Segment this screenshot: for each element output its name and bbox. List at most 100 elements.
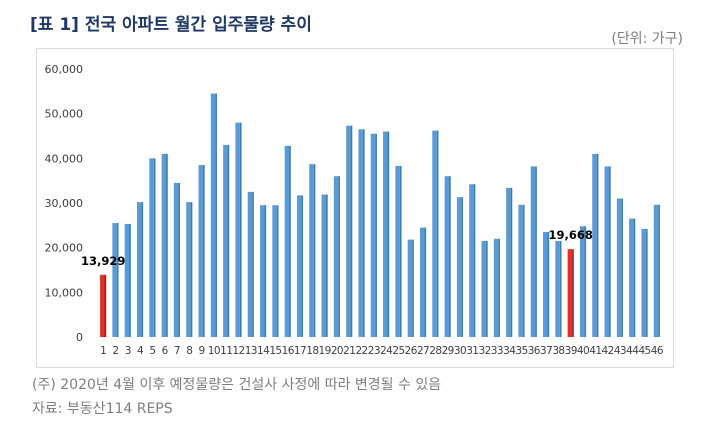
chart-area: 0 10,000 20,000 30,000 40,000 50,000 60,000 1 2 3… — [36, 48, 674, 368]
x-tick-label: 5 — [149, 345, 155, 357]
x-tick-label: 27 — [417, 345, 429, 357]
bar-face — [210, 93, 216, 337]
x-tick-label: 41 — [589, 345, 601, 357]
bar-shade — [633, 218, 636, 337]
chart-note: (주) 2020년 4월 이후 예정물량은 건설사 사정에 따라 변경될 수 있… — [32, 377, 442, 393]
bar — [419, 227, 427, 337]
bar — [432, 130, 439, 337]
bar-shade — [276, 205, 279, 337]
bar-face — [247, 191, 253, 337]
bar-shade — [535, 166, 537, 337]
bar — [247, 191, 254, 337]
bar-shade — [547, 232, 550, 337]
bar-face — [592, 153, 597, 337]
bar — [321, 194, 328, 337]
x-tick-label: 7 — [174, 345, 180, 357]
x-tick-label: 14 — [257, 345, 270, 357]
y-tick-label: 50,000 — [45, 108, 84, 121]
x-tick-label: 25 — [392, 345, 404, 357]
bar-shade — [239, 122, 242, 337]
bar-shade — [596, 153, 599, 337]
bar-shade — [436, 130, 439, 337]
bar-shade — [166, 153, 168, 337]
x-tick-label: 38 — [552, 345, 564, 357]
bar-face — [272, 205, 277, 337]
x-tick-label: 26 — [405, 345, 418, 357]
bar-face — [358, 129, 363, 337]
bar — [272, 205, 279, 337]
bar-shade — [178, 182, 181, 337]
bar — [370, 133, 377, 337]
x-tick-label: 44 — [626, 345, 639, 357]
bar — [161, 153, 168, 337]
bar — [296, 195, 304, 337]
x-tick-label: 30 — [454, 345, 466, 357]
bar-shade — [473, 184, 476, 337]
x-tick-label: 31 — [466, 345, 478, 357]
bar-face — [333, 176, 339, 337]
bar-face — [530, 166, 536, 337]
bar-face — [284, 145, 290, 337]
y-tick-label: 30,000 — [45, 197, 84, 210]
bar — [198, 165, 205, 337]
x-tick-label: 23 — [368, 345, 380, 357]
bar-shade — [510, 187, 513, 337]
bar — [604, 166, 611, 337]
bar-shade — [202, 165, 205, 337]
bar-face — [161, 153, 167, 337]
x-tick-label: 10 — [208, 345, 220, 357]
x-tick-label: 43 — [614, 345, 626, 357]
x-tick-label: 24 — [380, 345, 393, 357]
y-tick-label: 0 — [76, 331, 83, 344]
bar-face — [629, 218, 634, 337]
x-tick-label: 33 — [491, 345, 503, 357]
bar-face — [260, 205, 265, 337]
bar — [579, 226, 587, 337]
bar-face — [518, 204, 523, 337]
bar-shade — [485, 240, 488, 337]
x-tick-label: 39 — [565, 345, 577, 357]
x-tick-label: 29 — [442, 345, 454, 357]
bar — [333, 176, 341, 337]
bar — [383, 131, 390, 337]
bar-face — [506, 187, 511, 337]
bar-face — [136, 202, 142, 337]
bar-shade — [584, 226, 587, 337]
bar-shade — [362, 129, 365, 337]
x-tick-label: 8 — [186, 345, 192, 357]
bar-face — [100, 274, 105, 337]
bar-shade — [572, 249, 574, 337]
bar — [309, 164, 316, 337]
bar-shade — [522, 204, 525, 337]
bar-shade — [104, 274, 107, 337]
bar-face — [112, 223, 117, 337]
bar — [346, 125, 353, 337]
bar-face — [616, 198, 622, 337]
bar-shade — [338, 176, 341, 337]
x-tick-label: 2 — [112, 345, 118, 357]
data-label: 13,929 — [81, 254, 125, 268]
bar-shade — [264, 205, 267, 337]
y-tick-label: 20,000 — [45, 242, 84, 255]
x-tick-label: 22 — [355, 345, 367, 357]
bar — [481, 240, 488, 337]
bar-face — [481, 240, 486, 337]
bar-face — [543, 232, 548, 337]
bar-shade — [313, 164, 316, 337]
bar-face — [419, 227, 425, 337]
bar-face — [346, 125, 351, 337]
bar — [653, 204, 660, 337]
bar — [407, 239, 414, 337]
bar-shade — [621, 198, 624, 337]
bar-face — [383, 131, 388, 337]
x-tick-label: 1 — [100, 345, 106, 357]
bar-face — [555, 240, 560, 337]
x-tick-label: 6 — [162, 345, 169, 357]
bar — [149, 158, 156, 337]
x-tick-label: 3 — [125, 345, 131, 357]
bar — [543, 232, 550, 337]
x-tick-label: 37 — [540, 345, 552, 357]
bar-face — [173, 182, 179, 337]
bar-face — [407, 239, 413, 337]
bar — [641, 228, 648, 337]
